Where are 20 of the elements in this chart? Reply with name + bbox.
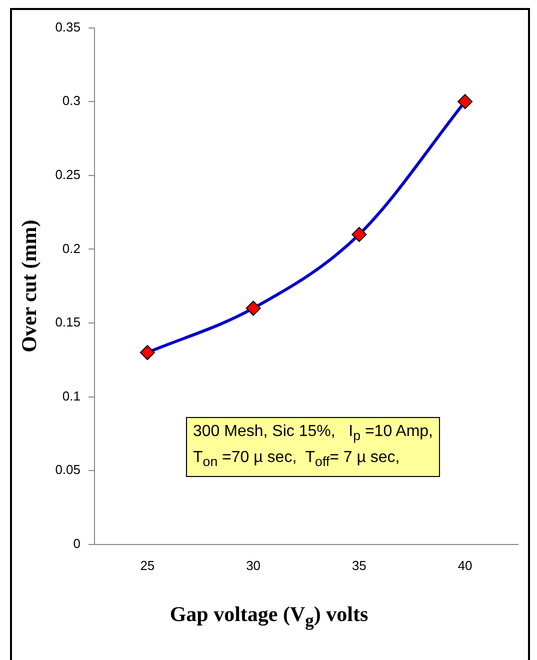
y-tick-label: 0.25	[55, 166, 80, 182]
y-tick-label: 0.15	[55, 314, 80, 330]
point	[352, 226, 367, 242]
x-tick-label: 30	[246, 558, 261, 573]
point	[246, 300, 261, 316]
x-tick-label: 40	[458, 558, 472, 573]
point	[458, 94, 473, 110]
x-tick-label: 35	[352, 558, 366, 573]
y-tick-label: 0	[73, 536, 80, 551]
y-tick-label: 0.3	[62, 93, 80, 108]
x-axis-title: Gap voltage (V$_{g}$) volts	[168, 602, 370, 632]
annotation: T$_{on}$ =70 µ sec, T$_{off}$= 7 µ sec,	[193, 449, 400, 470]
y-tick-label: 0.05	[55, 462, 80, 478]
x-tick-label: 25	[140, 558, 155, 573]
y-tick-label: 0.2	[62, 240, 80, 256]
point	[140, 345, 155, 360]
y-tick-label: 0.1	[62, 388, 80, 404]
y-axis-title: Over cut (mm)	[17, 220, 42, 352]
y-tick-label: 0.35	[55, 19, 80, 34]
annotation: 300 Mesh, Sic 15%, I$_{p}$ =10 Amp,	[193, 423, 433, 444]
